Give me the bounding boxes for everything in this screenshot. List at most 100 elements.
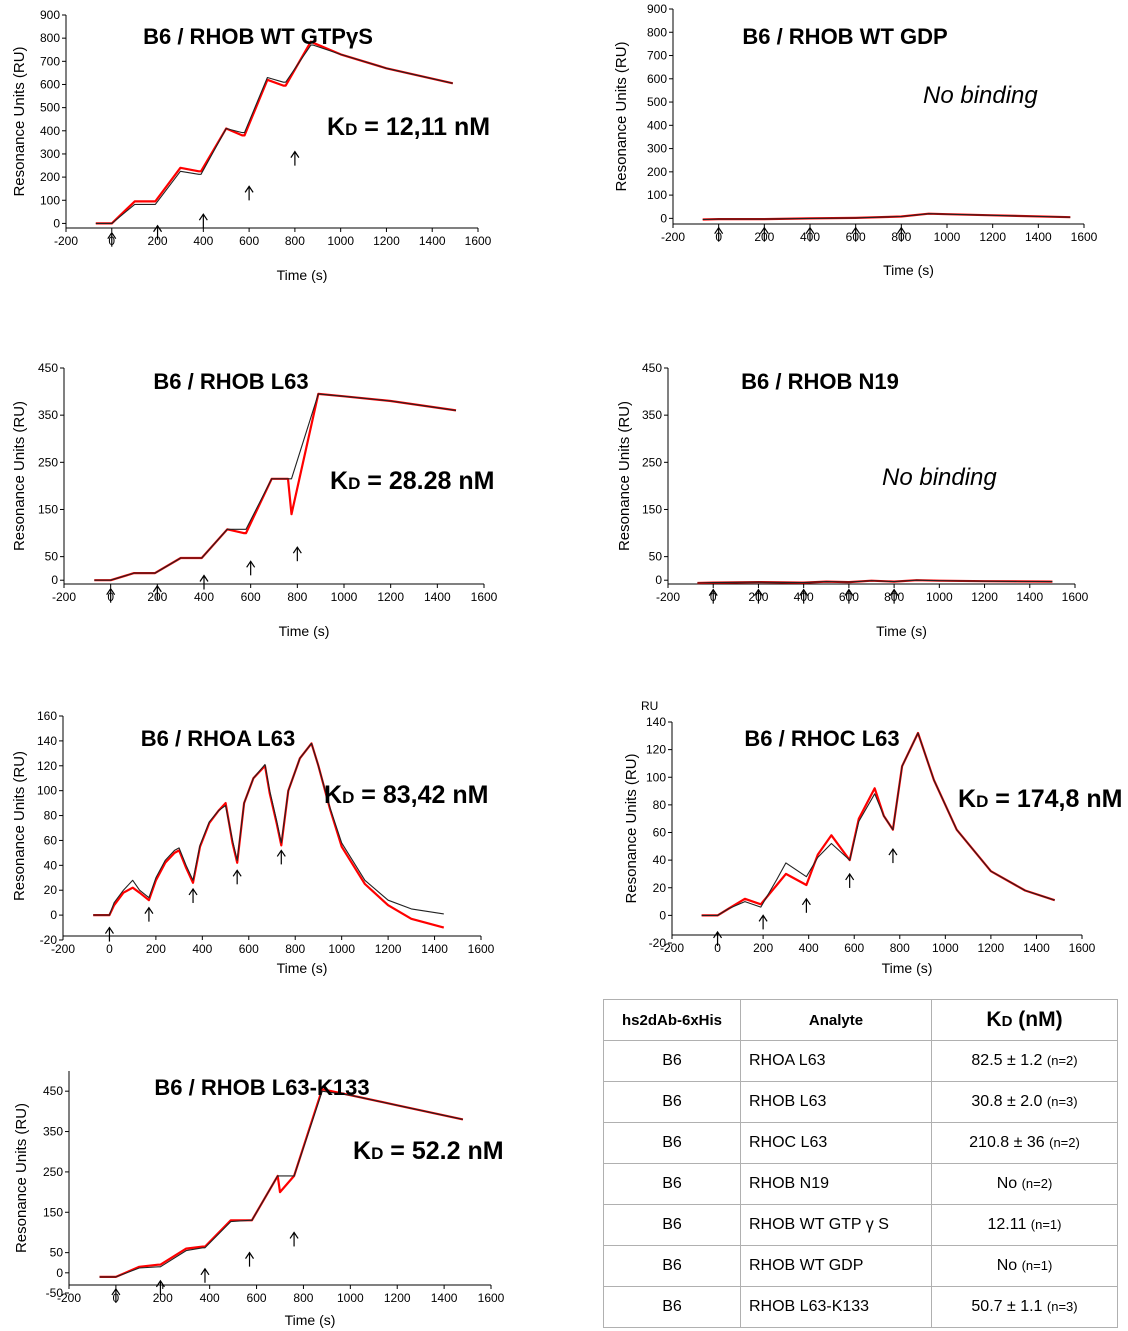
antibody-cell: B6 — [603, 1204, 741, 1246]
injection-arrow — [851, 226, 861, 242]
y-tick-label: 160 — [37, 709, 57, 723]
x-tick-label: 400 — [200, 1291, 220, 1305]
chart-title: B6 / RHOB L63 — [153, 369, 308, 394]
y-tick-label: -50 — [46, 1286, 64, 1300]
kd-subscript: D — [345, 120, 358, 139]
x-tick-label: 1400 — [431, 1291, 458, 1305]
arrow-head — [144, 906, 154, 914]
kd-text: KD = 174,8 nM — [958, 785, 1123, 813]
x-tick-label: 800 — [890, 941, 910, 955]
chart-title: B6 / RHOC L63 — [744, 726, 899, 751]
y-tick-label: 500 — [647, 95, 667, 109]
replicate-count: (n=3) — [1046, 1094, 1078, 1109]
measured-curve-black — [94, 393, 457, 581]
ru-unit-label: RU — [641, 699, 658, 713]
arrow-head — [289, 1231, 299, 1239]
x-tick-label: -200 — [57, 1291, 81, 1305]
y-tick-label: 300 — [647, 142, 667, 156]
ru-unit-text: RU — [641, 699, 659, 713]
y-tick-label: 40 — [653, 853, 667, 867]
y-tick-label: 300 — [40, 147, 60, 161]
arrow-head — [889, 588, 899, 596]
x-tick-label: 400 — [193, 234, 213, 248]
arrow-head — [888, 847, 898, 856]
column-header-kd: KD (nM) — [931, 999, 1118, 1041]
x-axis-label: Time (s) — [277, 267, 328, 283]
injection-arrow — [289, 1231, 299, 1247]
y-axis-label: Resonance Units (RU) — [623, 753, 640, 903]
injection-arrow — [753, 588, 763, 604]
arrow-head — [799, 588, 809, 596]
kd-value-cell: 12.11 (n=1) — [931, 1204, 1118, 1246]
x-tick-label: 1000 — [932, 941, 959, 955]
column-header-analyte: Analyte — [740, 999, 932, 1041]
kd-annotation-rhoc-l63: KD = 174,8 nM — [958, 785, 1122, 814]
y-tick-label: 150 — [43, 1205, 63, 1219]
y-tick-label: 600 — [40, 77, 60, 91]
x-tick-label: 1600 — [471, 590, 498, 604]
measured-curve-black — [93, 742, 444, 916]
injection-arrow — [896, 226, 906, 242]
x-tick-label: -200 — [52, 590, 76, 604]
y-tick-label: 350 — [642, 408, 662, 422]
x-tick-label: 1200 — [375, 942, 402, 956]
y-tick-label: 250 — [38, 455, 58, 469]
injection-arrow — [244, 185, 254, 201]
arrow-head — [801, 897, 811, 906]
chart-title: B6 / RHOA L63 — [141, 726, 295, 751]
y-tick-label: 900 — [647, 2, 667, 16]
antibody-cell: B6 — [603, 1040, 741, 1082]
arrow-head — [200, 1267, 210, 1276]
y-axis-label: Resonance Units (RU) — [616, 401, 633, 551]
y-tick-label: 600 — [647, 72, 667, 86]
y-tick-label: 0 — [659, 908, 666, 922]
y-tick-label: 100 — [647, 188, 667, 202]
y-tick-label: 0 — [51, 573, 58, 587]
y-axis-label: Resonance Units (RU) — [13, 1103, 30, 1253]
antibody-cell: B6 — [603, 1245, 741, 1287]
injection-arrow — [104, 926, 114, 942]
y-tick-label: 400 — [40, 124, 60, 138]
x-tick-label: 1200 — [373, 234, 400, 248]
no-binding-annotation-rhob-n19: No binding — [882, 464, 997, 492]
kd-text: KD = 12,11 nM — [327, 113, 491, 141]
arrow-head — [155, 1279, 165, 1288]
x-tick-label: 1200 — [978, 941, 1005, 955]
y-tick-label: 60 — [653, 826, 667, 840]
analyte-cell: RHOC L63 — [740, 1122, 932, 1164]
x-tick-label: 1200 — [971, 590, 998, 604]
y-tick-label: 80 — [44, 809, 58, 823]
x-tick-label: 1600 — [468, 942, 495, 956]
x-tick-label: 400 — [799, 941, 819, 955]
injection-arrow — [111, 1287, 121, 1303]
x-tick-label: 1000 — [331, 590, 358, 604]
x-tick-label: 1600 — [1071, 230, 1098, 244]
kd-subscript: D — [371, 1144, 384, 1163]
y-tick-label: 250 — [642, 455, 662, 469]
kd-value: 210.8 ± 36 — [969, 1134, 1050, 1151]
arrow-head — [844, 588, 854, 596]
x-tick-label: -200 — [51, 942, 75, 956]
arrow-head — [246, 560, 256, 568]
chart-title: B6 / RHOB WT GTPγS — [143, 24, 373, 49]
sensorgram-chart: -20002004006008001000120014001600-500501… — [13, 1071, 505, 1328]
x-axis-label: Time (s) — [876, 623, 927, 639]
injection-arrow — [198, 213, 208, 229]
x-tick-label: 400 — [192, 942, 212, 956]
y-tick-label: 250 — [43, 1165, 63, 1179]
arrow-head — [244, 185, 254, 193]
arrow-head — [153, 224, 163, 233]
table-row: B6 RHOB WT GTP γ S 12.11 (n=1) — [603, 1204, 1118, 1246]
arrow-head — [107, 231, 117, 240]
x-tick-label: 1400 — [1025, 230, 1052, 244]
arrow-head — [232, 869, 242, 877]
arrow-head — [851, 226, 861, 235]
fit-curve-red — [95, 40, 454, 225]
kd-value-cell: 50.7 ± 1.1 (n=3) — [931, 1286, 1118, 1328]
kd-value: 30.8 ± 2.0 — [971, 1093, 1047, 1110]
x-tick-label: 800 — [287, 590, 307, 604]
y-tick-label: 0 — [655, 573, 662, 587]
y-tick-label: 100 — [37, 784, 57, 798]
x-tick-label: 600 — [241, 590, 261, 604]
x-tick-label: 1200 — [384, 1291, 411, 1305]
